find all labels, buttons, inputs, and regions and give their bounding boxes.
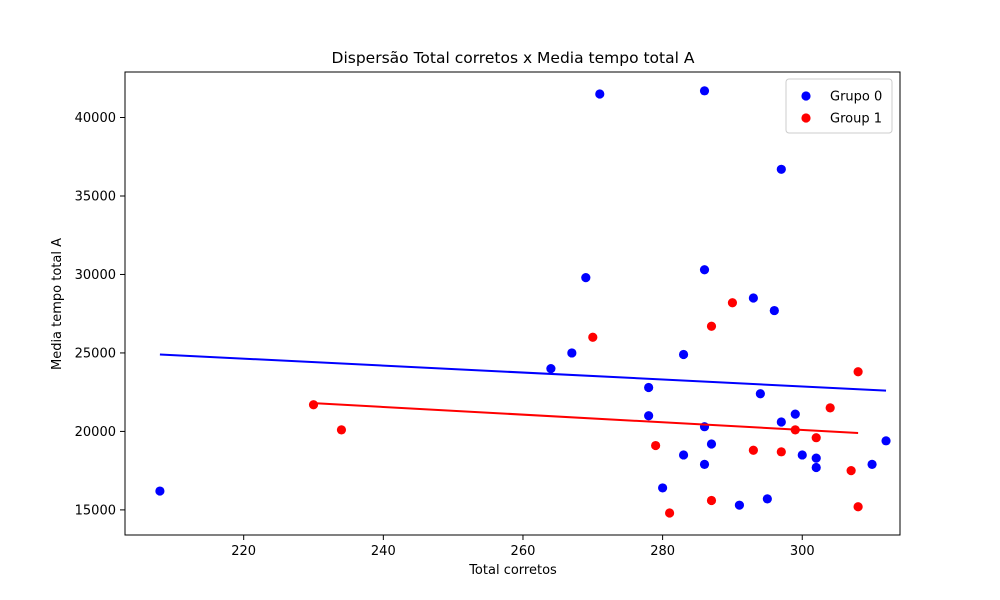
data-point — [727, 298, 738, 308]
data-point — [867, 459, 877, 469]
x-axis-label: Total corretos — [468, 563, 557, 578]
trend-line — [313, 402, 859, 434]
data-point — [336, 425, 347, 435]
data-point — [706, 321, 717, 331]
x-tick-label: 260 — [511, 544, 536, 559]
data-point — [755, 389, 765, 399]
x-tick-label: 220 — [231, 544, 256, 559]
data-point — [651, 440, 661, 451]
data-point — [308, 400, 319, 410]
y-tick-label: 20000 — [75, 425, 116, 440]
data-point — [706, 439, 717, 449]
data-point — [546, 364, 556, 374]
legend-marker — [801, 91, 811, 101]
data-point — [853, 502, 863, 512]
data-point — [581, 273, 591, 283]
data-point — [825, 403, 835, 413]
data-point — [846, 466, 856, 476]
data-point — [706, 495, 717, 506]
legend-marker — [801, 113, 811, 123]
data-point — [644, 411, 654, 421]
y-axis-label: Media tempo total A — [50, 238, 65, 370]
data-point — [748, 445, 758, 455]
data-point — [811, 462, 821, 473]
plot-frame — [124, 71, 901, 536]
data-point — [853, 367, 863, 377]
data-point — [790, 409, 800, 419]
data-point — [776, 447, 786, 457]
data-point — [776, 164, 786, 174]
data-point — [595, 89, 605, 99]
data-point — [881, 436, 891, 446]
data-point — [762, 494, 772, 504]
chart-title: Dispersão Total corretos x Media tempo t… — [332, 49, 695, 67]
y-tick-label: 35000 — [75, 189, 116, 204]
data-point — [644, 382, 654, 393]
data-point — [678, 450, 689, 460]
x-tick-label: 280 — [650, 544, 675, 559]
x-tick-label: 300 — [790, 544, 815, 559]
y-tick-label: 30000 — [75, 268, 116, 283]
data-point — [769, 305, 779, 316]
legend-label: Grupo 0 — [830, 90, 882, 105]
data-point — [699, 265, 710, 275]
data-point — [797, 450, 807, 460]
data-point — [748, 293, 758, 303]
data-point — [664, 508, 675, 518]
data-point — [811, 453, 821, 463]
y-tick-label: 15000 — [75, 503, 116, 518]
data-point — [658, 483, 668, 493]
data-point — [567, 348, 577, 358]
data-point — [699, 86, 710, 96]
x-tick-label: 240 — [371, 544, 396, 559]
y-tick-label: 40000 — [75, 111, 116, 126]
data-point — [699, 459, 710, 469]
data-point — [155, 486, 165, 496]
data-point — [588, 332, 598, 342]
legend-label: Group 1 — [830, 112, 882, 127]
plot-area: 220 240 260 280 300 15000 20000 25000 30000 35000… — [75, 71, 901, 559]
trend-line — [159, 353, 887, 392]
data-point — [734, 500, 745, 510]
data-point — [811, 433, 821, 443]
data-point — [678, 349, 689, 360]
legend-box — [785, 78, 893, 134]
y-tick-label: 25000 — [75, 346, 116, 361]
data-point — [776, 417, 786, 427]
